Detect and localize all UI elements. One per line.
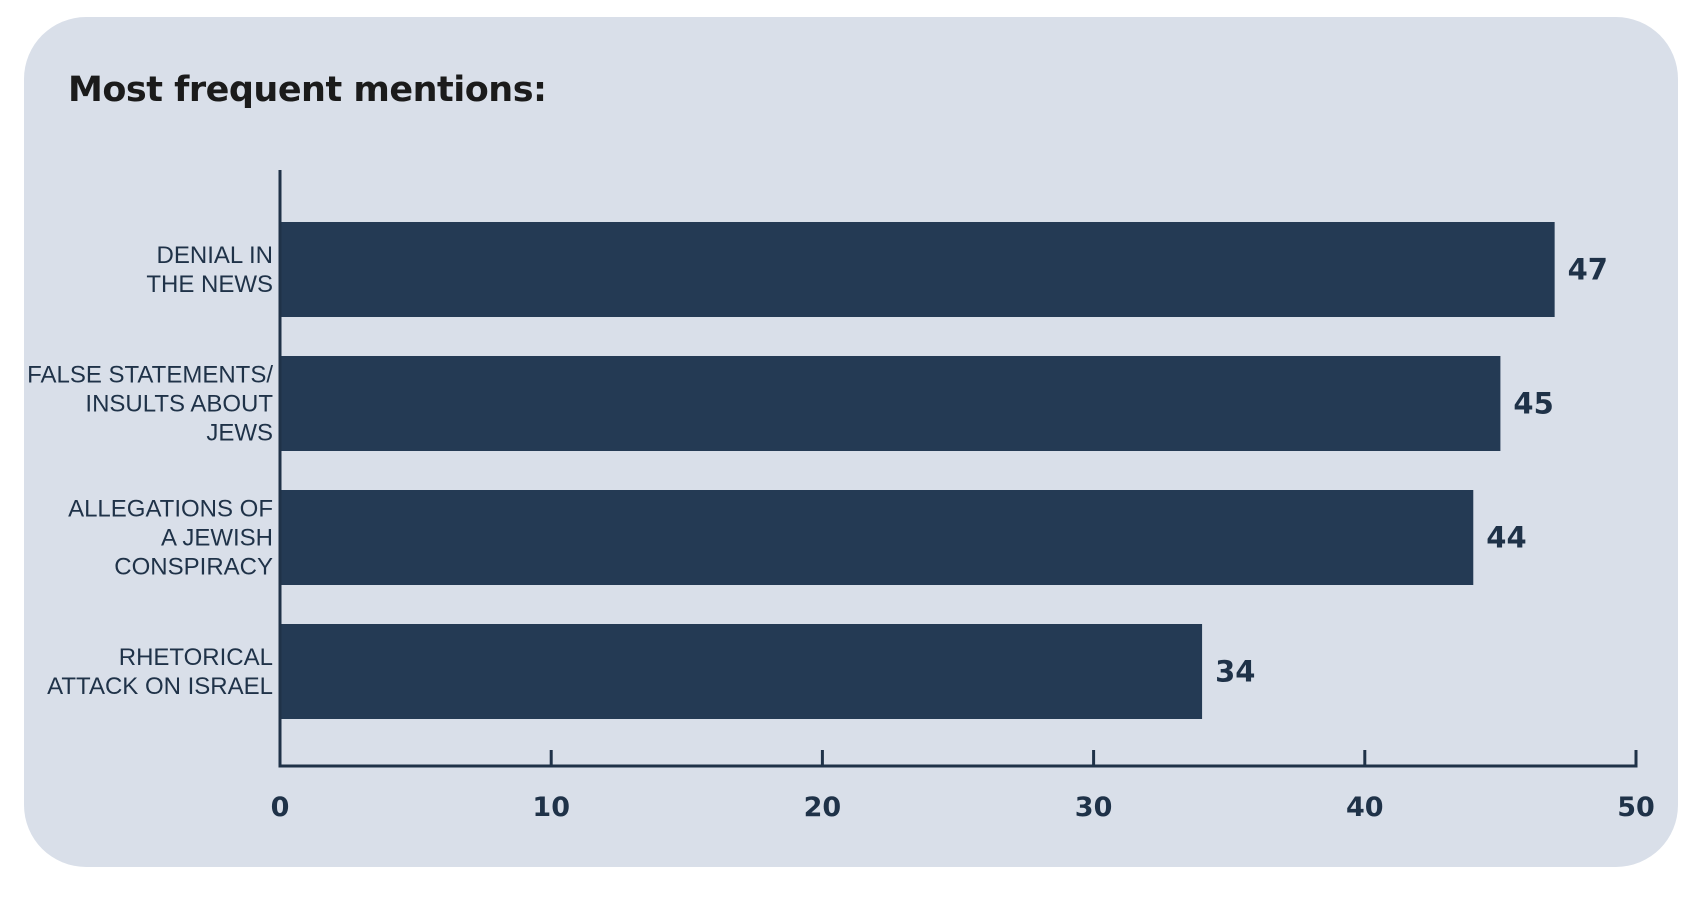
chart-title: Most frequent mentions: [68,70,547,110]
bar [280,356,1501,451]
x-tick-label: 30 [1075,792,1113,823]
category-label: ALLEGATIONS OF A JEWISH CONSPIRACY [68,496,273,581]
x-tick-label: 40 [1346,792,1384,823]
bar [280,222,1555,317]
bar [280,490,1474,585]
bar [280,624,1203,719]
category-label: DENIAL IN THE NEWS [146,242,273,298]
value-label: 47 [1568,253,1608,287]
value-label: 34 [1215,655,1255,689]
x-tick-label: 10 [532,792,570,823]
category-label: FALSE STATEMENTS/INSULTS ABOUT JEWS [27,362,273,447]
x-tick-label: 50 [1617,792,1655,823]
x-tick-label: 0 [271,792,290,823]
value-label: 45 [1513,387,1553,421]
x-tick-label: 20 [804,792,842,823]
category-label: RHETORICAL ATTACK ON ISRAEL [47,644,273,700]
value-label: 44 [1486,521,1526,555]
